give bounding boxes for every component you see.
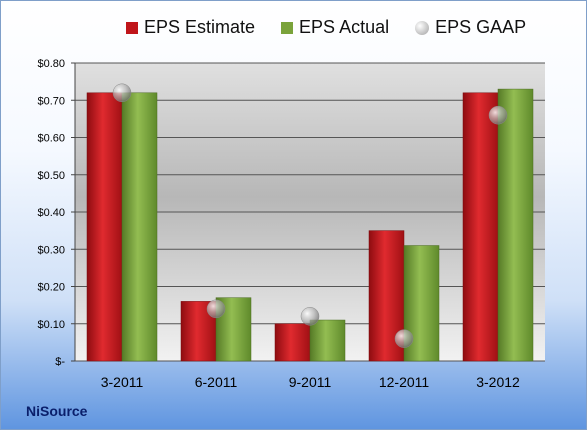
marker-gaap (488, 105, 508, 125)
legend-label-gaap: EPS GAAP (435, 17, 527, 37)
y-tick-label: $0.60 (37, 133, 65, 145)
marker-gaap (394, 329, 414, 348)
legend-label-estimate: EPS Estimate (144, 17, 256, 37)
y-tick-label: $0.40 (37, 207, 65, 219)
marker-gaap (300, 307, 320, 326)
company-name: NiSource (26, 403, 88, 419)
y-tick-label: $0.50 (37, 170, 65, 182)
legend-item-gaap: EPS GAAP (415, 17, 526, 38)
legend-swatch-estimate (126, 21, 138, 34)
marker-gaap (206, 299, 226, 319)
bar-estimate (274, 323, 311, 362)
legend-swatch-actual (281, 21, 294, 34)
y-tick-label: $0.10 (37, 319, 65, 331)
x-tick-label: 3-2011 (101, 374, 144, 390)
y-tick-label: $0.20 (37, 282, 65, 294)
bar-actual (309, 319, 346, 362)
legend-label-actual: EPS Actual (299, 17, 390, 37)
bar-actual (121, 92, 158, 362)
bar-actual (497, 88, 534, 362)
x-tick-label: 12-2011 (379, 374, 430, 390)
y-tick-label: $0.80 (37, 58, 65, 70)
y-tick-label: $0.70 (37, 95, 65, 107)
x-tick-label: 6-2011 (195, 374, 238, 390)
legend-swatch-gaap (415, 20, 430, 35)
bar-estimate (462, 92, 499, 362)
bar-estimate (86, 92, 123, 362)
y-tick-label: $- (55, 356, 65, 368)
x-tick-label: 3-2012 (476, 374, 520, 390)
legend-item-estimate: EPS Estimate (126, 17, 255, 38)
y-tick-label: $0.30 (37, 244, 65, 256)
legend-item-actual: EPS Actual (281, 17, 389, 38)
x-tick-label: 9-2011 (289, 374, 332, 390)
chart-legend: EPS Estimate EPS Actual EPS GAAP (126, 17, 526, 38)
marker-gaap (112, 83, 132, 103)
